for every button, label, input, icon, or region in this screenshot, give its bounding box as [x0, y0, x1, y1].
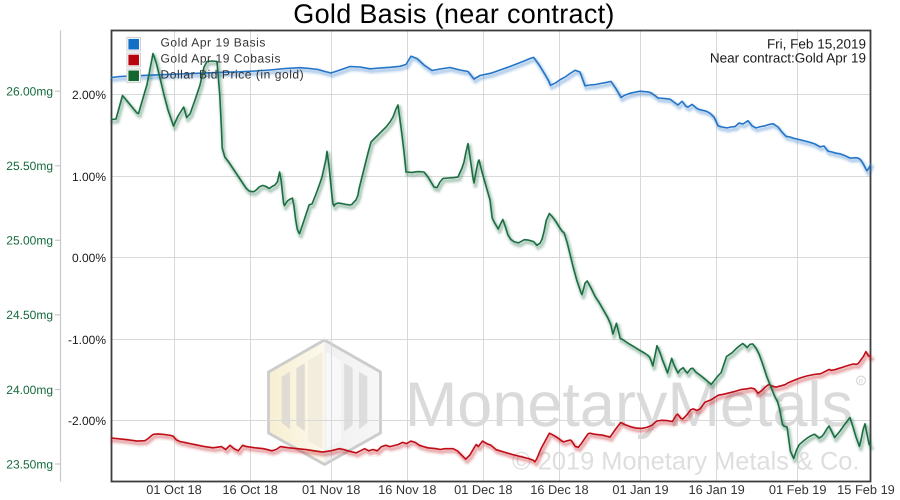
svg-text:16 Dec 18: 16 Dec 18: [530, 482, 588, 497]
svg-text:25.50mg: 25.50mg: [6, 159, 53, 173]
svg-text:01 Nov 18: 01 Nov 18: [302, 482, 360, 497]
svg-text:2.00%: 2.00%: [72, 88, 106, 102]
svg-text:24.50mg: 24.50mg: [6, 308, 53, 322]
svg-text:23.50mg: 23.50mg: [6, 457, 53, 471]
svg-text:25.00mg: 25.00mg: [6, 234, 53, 248]
svg-text:01 Oct 18: 01 Oct 18: [146, 482, 202, 497]
svg-text:16 Jan 19: 16 Jan 19: [688, 482, 744, 497]
svg-text:Fri, Feb 15,2019: Fri, Feb 15,2019: [767, 37, 866, 52]
svg-text:© 2019 Monetary Metals & Co.: © 2019 Monetary Metals & Co.: [512, 448, 860, 476]
svg-text:Near contract:Gold Apr 19: Near contract:Gold Apr 19: [710, 51, 866, 66]
svg-text:16 Nov 18: 16 Nov 18: [378, 482, 436, 497]
svg-text:Gold Apr 19 Cobasis: Gold Apr 19 Cobasis: [161, 52, 282, 66]
svg-text:Gold Basis (near contract): Gold Basis (near contract): [293, 0, 614, 29]
svg-text:R: R: [859, 378, 864, 385]
svg-text:24.00mg: 24.00mg: [6, 383, 53, 397]
svg-text:1.00%: 1.00%: [72, 170, 106, 184]
svg-text:26.00mg: 26.00mg: [6, 85, 53, 99]
svg-text:-2.00%: -2.00%: [68, 414, 106, 428]
svg-text:01 Feb 19: 01 Feb 19: [769, 482, 827, 497]
svg-text:01 Dec 18: 01 Dec 18: [454, 482, 512, 497]
svg-text:Gold Apr 19 Basis: Gold Apr 19 Basis: [161, 36, 266, 50]
svg-text:16 Oct 18: 16 Oct 18: [222, 482, 278, 497]
svg-text:Dollar Bid Price (in gold): Dollar Bid Price (in gold): [161, 67, 305, 81]
svg-text:-1.00%: -1.00%: [68, 333, 106, 347]
svg-text:15 Feb 19: 15 Feb 19: [837, 482, 895, 497]
svg-text:0.00%: 0.00%: [72, 251, 106, 265]
svg-text:01 Jan 19: 01 Jan 19: [612, 482, 668, 497]
